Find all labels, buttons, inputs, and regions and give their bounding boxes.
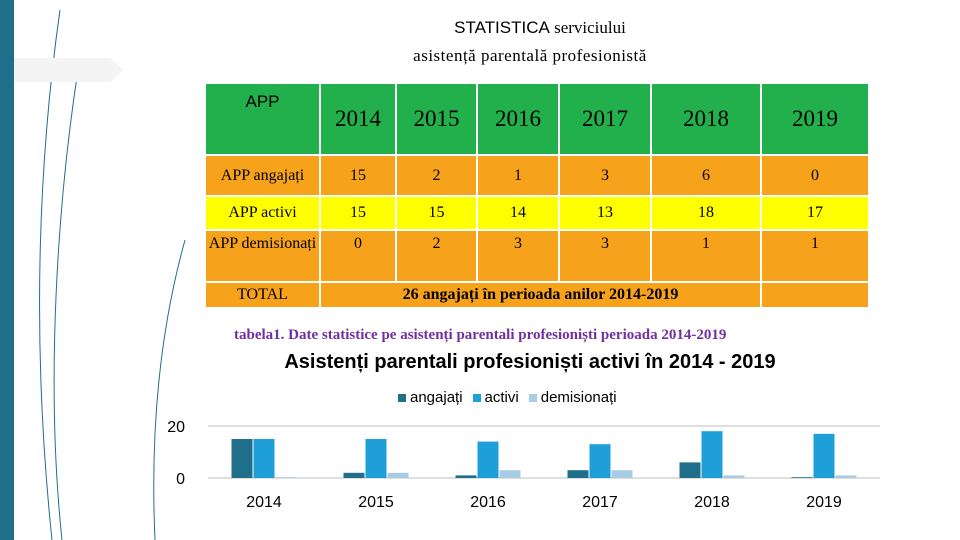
table-cell: 1: [652, 231, 760, 281]
table-total-row: TOTAL 26 angajați în perioada anilor 201…: [206, 283, 868, 307]
year-header: 2019: [762, 84, 868, 154]
y-tick-label: 20: [167, 419, 185, 436]
table-row: APP activi 15 15 14 13 18 17: [206, 197, 868, 229]
table-row: APP angajați 15 2 1 3 6 0: [206, 156, 868, 195]
bar-angajați-2016: [455, 475, 477, 478]
legend-swatch: [398, 393, 406, 402]
table-cell: 0: [321, 231, 395, 281]
chart-title: Asistenți parentali profesioniști activi…: [284, 351, 776, 373]
table-cell: 3: [560, 156, 650, 195]
table-cell: 15: [321, 156, 395, 195]
bar-activi-2014: [253, 439, 275, 478]
table-cell: 0: [762, 156, 868, 195]
page-subtitle: asistență parentală profesionistă: [413, 46, 647, 65]
bar-demisionați-2015: [387, 472, 409, 478]
year-header: 2014: [321, 84, 395, 154]
y-tick-label: 0: [176, 471, 185, 488]
page-title: STATISTICA serviciului: [454, 18, 626, 37]
legend-item: angajați: [398, 389, 463, 406]
year-header: 2018: [652, 84, 760, 154]
bar-angajați-2014: [231, 439, 253, 478]
year-header: 2016: [478, 84, 558, 154]
bar-activi-2017: [589, 444, 611, 478]
table-cell: 2: [397, 231, 476, 281]
legend-item: demisionați: [528, 389, 617, 406]
row-label: APP activi: [206, 197, 319, 229]
left-accent-bar: [0, 0, 14, 540]
decorative-lines: [14, 9, 186, 540]
x-tick-label: 2016: [470, 494, 506, 511]
bar-activi-2018: [701, 431, 723, 478]
bar-angajați-2017: [567, 470, 589, 478]
x-tick-label: 2017: [582, 494, 618, 511]
table-cell: 15: [321, 197, 395, 229]
x-tick-label: 2019: [806, 494, 842, 511]
bar-activi-2016: [477, 441, 499, 478]
bar-demisionați-2014: [275, 477, 297, 478]
table-cell: 1: [478, 156, 558, 195]
table-header-row: APP 2014 2015 2016 2017 2018 2019: [206, 84, 868, 154]
legend-label: activi: [484, 389, 519, 406]
legend-swatch: [472, 393, 481, 402]
bar-angajați-2018: [679, 462, 701, 478]
bar-demisionați-2016: [499, 470, 521, 478]
total-label: TOTAL: [206, 283, 319, 307]
table-caption: tabela1. Date statistice pe asistenți pa…: [234, 327, 727, 343]
bar-angajați-2019: [791, 477, 813, 478]
x-tick-label: 2014: [246, 494, 282, 511]
year-header: 2015: [397, 84, 476, 154]
legend-label: angajați: [410, 389, 463, 406]
table-cell: 1: [762, 231, 868, 281]
table-cell: 17: [762, 197, 868, 229]
chart-legend: angajați activi demisionați: [398, 389, 617, 406]
table-cell-empty: [762, 283, 868, 307]
bar-demisionați-2019: [835, 475, 857, 478]
x-tick-label: 2018: [694, 494, 730, 511]
table-cell: 3: [478, 231, 558, 281]
x-tick-label: 2015: [358, 494, 394, 511]
row-label: APP angajați: [206, 156, 319, 195]
table-cell: 3: [560, 231, 650, 281]
bar-demisionați-2017: [611, 470, 633, 478]
row-label: APP demisionați: [206, 231, 319, 281]
total-text: 26 angajați în perioada anilor 2014-2019: [321, 283, 760, 307]
table-cell: 18: [652, 197, 760, 229]
table-cell: 2: [397, 156, 476, 195]
year-header: 2017: [560, 84, 650, 154]
table-corner-label: APP: [206, 84, 319, 154]
table-cell: 14: [478, 197, 558, 229]
legend-item: activi: [472, 389, 519, 406]
table-cell: 6: [652, 156, 760, 195]
statistics-table: APP 2014 2015 2016 2017 2018 2019 APP an…: [204, 82, 870, 309]
table-cell: 13: [560, 197, 650, 229]
bar-chart: 20 0 2014 2015 2016 2017 2018 2019: [167, 419, 880, 511]
legend-label: demisionați: [540, 389, 617, 406]
bar-activi-2019: [813, 433, 835, 478]
table-row: APP demisionați 0 2 3 3 1 1: [206, 231, 868, 281]
legend-swatch: [528, 393, 537, 402]
table-cell: 15: [397, 197, 476, 229]
bar-demisionați-2018: [723, 475, 745, 478]
bar-angajați-2015: [343, 472, 365, 478]
bar-activi-2015: [365, 439, 387, 478]
